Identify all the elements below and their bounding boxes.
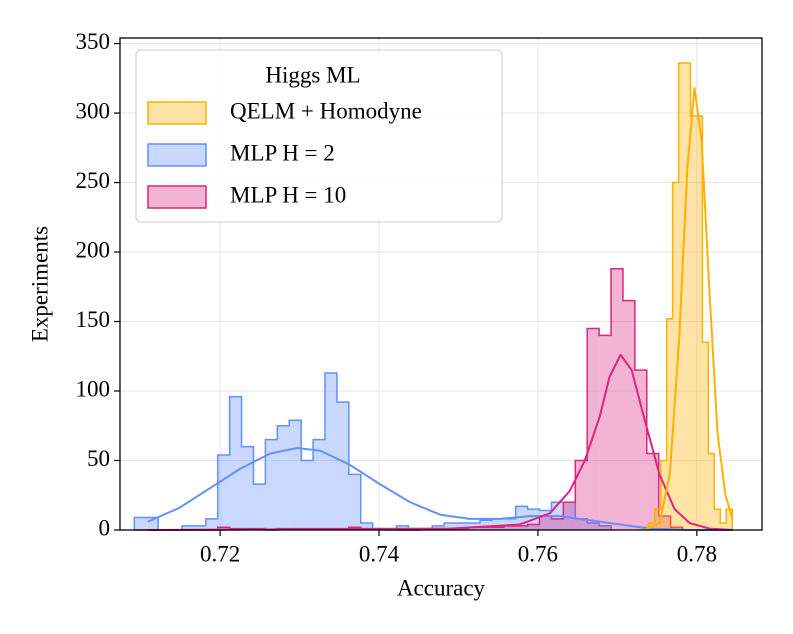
legend-title: Higgs ML — [265, 62, 360, 87]
y-tick-label: 350 — [76, 29, 111, 54]
histogram-bar — [539, 510, 552, 530]
histogram-bar — [253, 484, 266, 530]
histogram — [133, 372, 612, 531]
x-tick-label: 0.76 — [518, 541, 558, 566]
y-tick-label: 50 — [87, 446, 110, 471]
histogram-bar — [575, 518, 588, 530]
histogram-bar — [587, 328, 600, 530]
histogram-bar — [539, 516, 552, 530]
histogram-outline — [642, 62, 733, 530]
histogram-bar — [324, 372, 337, 530]
histogram-bar — [265, 439, 278, 530]
legend-swatch — [147, 101, 207, 125]
histogram-bar — [503, 525, 516, 530]
histogram-bar — [348, 474, 361, 530]
histogram-bar — [658, 516, 671, 530]
histogram-bar — [563, 502, 576, 530]
histogram-bar — [666, 318, 673, 530]
histogram-bar — [229, 396, 242, 530]
y-tick-label: 200 — [76, 237, 111, 262]
x-tick-label: 0.78 — [677, 541, 717, 566]
histogram-bar — [289, 420, 302, 530]
legend-label: QELM + Homodyne — [230, 98, 422, 123]
histogram-bar — [575, 460, 588, 530]
histogram-bar — [646, 453, 659, 530]
histogram-bar — [599, 335, 612, 530]
histogram-bar — [217, 454, 230, 530]
histogram-bar — [181, 525, 194, 530]
histogram-bar — [146, 517, 159, 530]
fit-curve — [147, 447, 733, 531]
histogram-bar — [491, 518, 504, 530]
histogram-bar — [301, 460, 314, 530]
plot-frame — [119, 37, 763, 531]
histogram-bar — [205, 518, 218, 530]
histogram-bar — [336, 402, 349, 530]
histogram-bar — [468, 527, 480, 530]
histogram-bar — [479, 520, 492, 530]
legend-box — [135, 49, 503, 223]
y-tick-label: 0 — [99, 515, 111, 540]
histogram-bar — [708, 453, 715, 530]
histogram-bar — [479, 527, 492, 530]
histogram-bar — [313, 439, 325, 530]
histogram-bar — [587, 523, 600, 530]
histogram-bar — [622, 300, 635, 530]
histogram-bar — [720, 523, 727, 530]
legend-label: MLP H = 10 — [230, 182, 346, 207]
histogram-bar — [714, 509, 721, 530]
histogram-bar — [551, 518, 564, 530]
histogram-bar — [690, 115, 697, 530]
histogram-bar — [241, 446, 254, 530]
histogram-bar — [527, 524, 540, 530]
histogram-bar — [193, 525, 206, 530]
x-tick-label: 0.74 — [359, 541, 400, 566]
histogram-bar — [611, 268, 623, 530]
histogram-bar — [444, 523, 457, 530]
histogram-bar — [702, 342, 709, 530]
legend: Higgs ML QELM + Homodyne MLP H = 2 MLP H = … — [135, 49, 503, 223]
x-axis-label: Accuracy — [397, 575, 486, 600]
histogram — [134, 267, 684, 531]
histogram-bar — [217, 527, 230, 530]
histogram-bar — [660, 460, 667, 530]
histogram-bar — [456, 523, 469, 530]
histogram-bar — [134, 517, 147, 530]
histogram-bar — [277, 425, 290, 530]
histogram-bar — [634, 370, 647, 530]
y-tick-label: 100 — [76, 376, 111, 401]
y-tick-label: 250 — [76, 168, 111, 193]
histogram-outline — [133, 372, 612, 531]
fit-curve — [643, 87, 734, 531]
legend-swatch — [147, 143, 207, 167]
legend-swatch — [147, 185, 207, 209]
legend-label: MLP H = 2 — [230, 140, 335, 165]
y-axis-label: Experiments — [27, 226, 52, 342]
histogram-bar — [726, 509, 733, 530]
histogram-bar — [672, 182, 679, 531]
y-tick-label: 150 — [76, 307, 111, 332]
histogram-bar — [515, 506, 528, 530]
histogram-bar — [684, 63, 691, 531]
histogram-bar — [654, 509, 661, 530]
histogram-bar — [563, 502, 576, 530]
histogram-bar — [360, 523, 373, 530]
histogram-bar — [599, 525, 612, 530]
histogram-bar — [491, 527, 504, 530]
fit-curve — [147, 353, 733, 531]
y-tick-label: 300 — [76, 98, 111, 123]
x-tick-label: 0.72 — [200, 541, 240, 566]
histogram-bar — [515, 525, 528, 530]
histogram-bar — [696, 115, 703, 530]
